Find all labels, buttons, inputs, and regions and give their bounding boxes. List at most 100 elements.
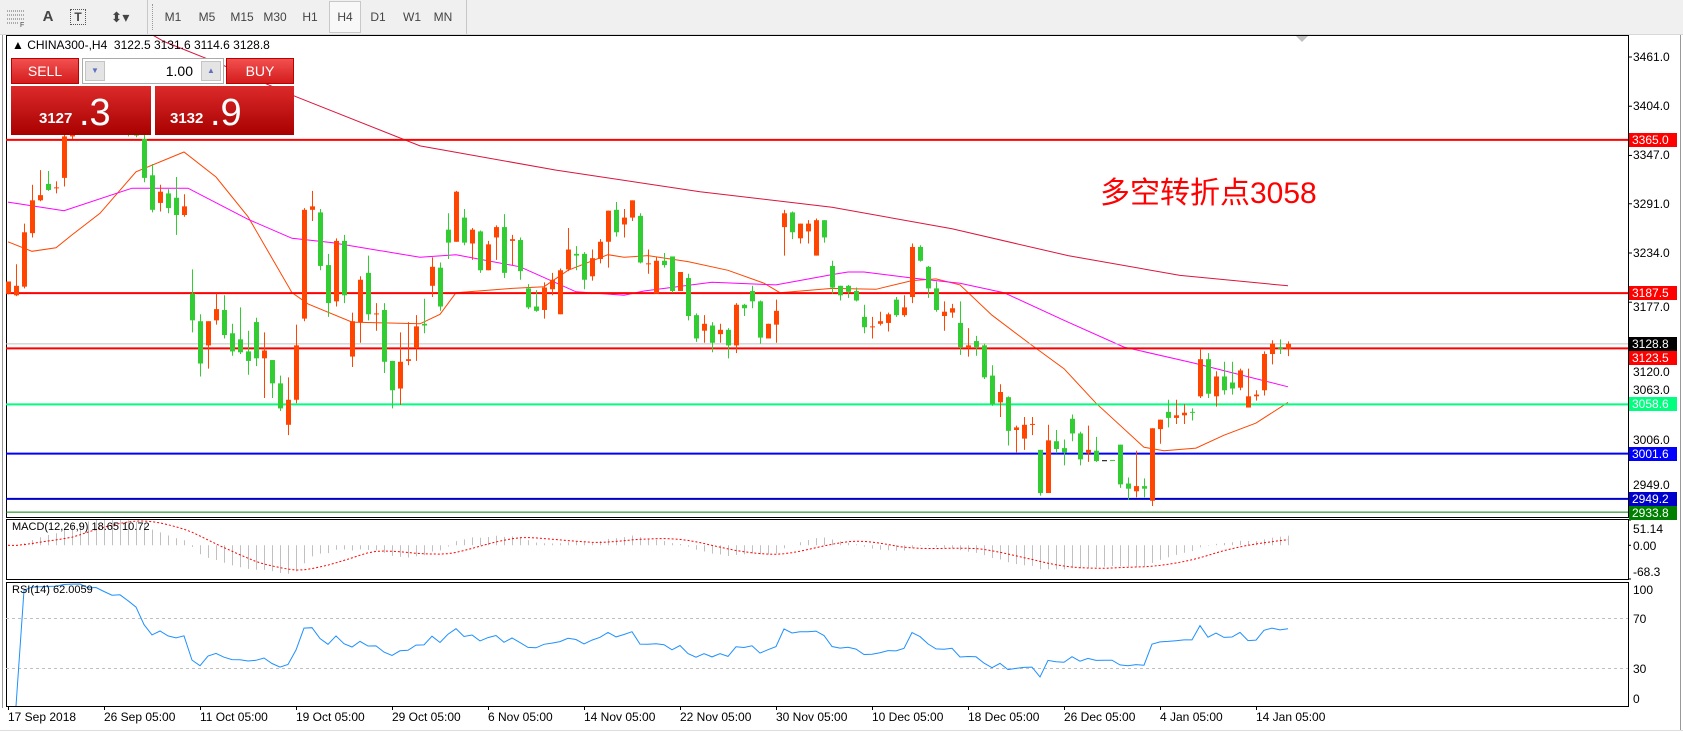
candle <box>1126 477 1131 500</box>
lot-size-input[interactable]: 1.00 <box>165 63 193 79</box>
arrows-dropdown-icon[interactable]: ⬍▾ <box>110 9 130 25</box>
candle-body <box>302 209 307 319</box>
macd-axis-label: 0.00 <box>1633 539 1657 553</box>
candle-body <box>230 333 235 352</box>
candle-body <box>638 215 643 263</box>
candle <box>998 384 1003 418</box>
timeframe-m30[interactable]: M30 <box>263 10 287 24</box>
bid-price-button[interactable]: 3127 .3 <box>11 86 151 135</box>
lot-increase-button[interactable]: ▲ <box>201 61 221 81</box>
candle <box>1190 408 1195 421</box>
text-label-tool-icon[interactable]: T <box>66 6 90 28</box>
candle <box>942 301 947 331</box>
timeframe-m1[interactable]: M1 <box>164 10 182 24</box>
candle <box>366 255 371 321</box>
candle-body <box>238 339 243 353</box>
candle <box>814 218 819 256</box>
lot-decrease-button[interactable]: ▼ <box>85 61 105 81</box>
candle-body <box>782 213 787 228</box>
timeframe-d1[interactable]: D1 <box>370 10 386 24</box>
candle <box>886 312 891 332</box>
date-axis-label: 18 Dec 05:00 <box>968 710 1040 724</box>
sell-button[interactable]: SELL <box>11 58 79 84</box>
candle-body <box>158 191 163 203</box>
candle <box>190 269 195 333</box>
candle <box>542 282 547 319</box>
candle-body <box>918 246 923 261</box>
candle <box>774 299 779 343</box>
candle <box>150 164 155 213</box>
candle-body <box>150 175 155 210</box>
candle-body <box>1174 415 1179 418</box>
timeframe-h1[interactable]: H1 <box>302 10 318 24</box>
candle-body <box>422 323 427 326</box>
timeframe-m15[interactable]: M15 <box>230 10 254 24</box>
candle-body <box>1222 376 1227 391</box>
candle-body <box>22 232 27 287</box>
candle <box>494 225 499 260</box>
candle <box>982 343 987 380</box>
candle <box>382 303 387 374</box>
timeframe-mn[interactable]: MN <box>433 10 453 24</box>
candle <box>246 330 251 375</box>
price-level-label: 3187.5 <box>1629 286 1677 301</box>
candle-body <box>534 306 539 311</box>
candle-body <box>870 326 875 328</box>
rsi-axis-label: 30 <box>1633 662 1647 676</box>
candle <box>206 321 211 369</box>
candle-body <box>198 321 203 364</box>
toolbar-divider <box>147 0 148 34</box>
price-level-label: 2949.2 <box>1629 491 1677 506</box>
timeframe-w1[interactable]: W1 <box>403 10 421 24</box>
candle <box>278 375 283 411</box>
candle <box>1238 368 1243 391</box>
candle-body <box>478 231 483 271</box>
candle-body <box>1206 359 1211 394</box>
candle-body <box>862 316 867 328</box>
date-axis-label: 19 Oct 05:00 <box>296 710 365 724</box>
candle-body <box>558 270 563 315</box>
candle-body <box>414 326 419 348</box>
candle-body <box>902 307 907 316</box>
candle-body <box>318 212 323 266</box>
lot-size-stepper[interactable]: ▼ 1.00 ▲ <box>82 58 224 84</box>
candle <box>262 332 267 399</box>
ask-price-button[interactable]: 3132 .9 <box>155 86 294 135</box>
text-tool-icon[interactable]: A <box>42 8 54 25</box>
candle <box>1166 399 1171 428</box>
candle-body <box>1166 411 1171 418</box>
candle-body <box>374 313 379 315</box>
price-level-label: 3001.6 <box>1629 446 1677 461</box>
candle <box>1286 341 1291 357</box>
candle-body <box>1238 370 1243 388</box>
timeframe-m5[interactable]: M5 <box>198 10 216 24</box>
macd-pane <box>6 519 1629 580</box>
timeframe-h4[interactable]: H4 <box>329 1 361 33</box>
candle <box>142 134 147 183</box>
candle <box>686 273 691 321</box>
price-axis-label: 3120.0 <box>1633 364 1670 379</box>
candle-body <box>62 136 67 178</box>
candle-body <box>582 253 587 280</box>
candle-body <box>326 265 331 304</box>
candle <box>46 170 51 191</box>
candle-body <box>542 287 547 310</box>
candle <box>550 272 555 296</box>
candle-body <box>254 322 259 359</box>
candle <box>1118 444 1123 488</box>
buy-button[interactable]: BUY <box>226 58 294 84</box>
candle <box>622 208 627 238</box>
candle <box>1110 459 1115 461</box>
chart-annotation-text[interactable]: 多空转折点3058 <box>1100 177 1317 210</box>
candle <box>438 262 443 311</box>
candle <box>1278 339 1283 355</box>
candle-body <box>358 279 363 323</box>
candle-body <box>510 239 515 241</box>
candle-body <box>566 249 571 270</box>
price-axis-label: 2949.0 <box>1633 477 1670 492</box>
period-separators-icon[interactable]: F <box>4 6 28 29</box>
candle-body <box>190 293 195 321</box>
candle <box>854 287 859 302</box>
toolbar-grip[interactable] <box>152 4 154 30</box>
